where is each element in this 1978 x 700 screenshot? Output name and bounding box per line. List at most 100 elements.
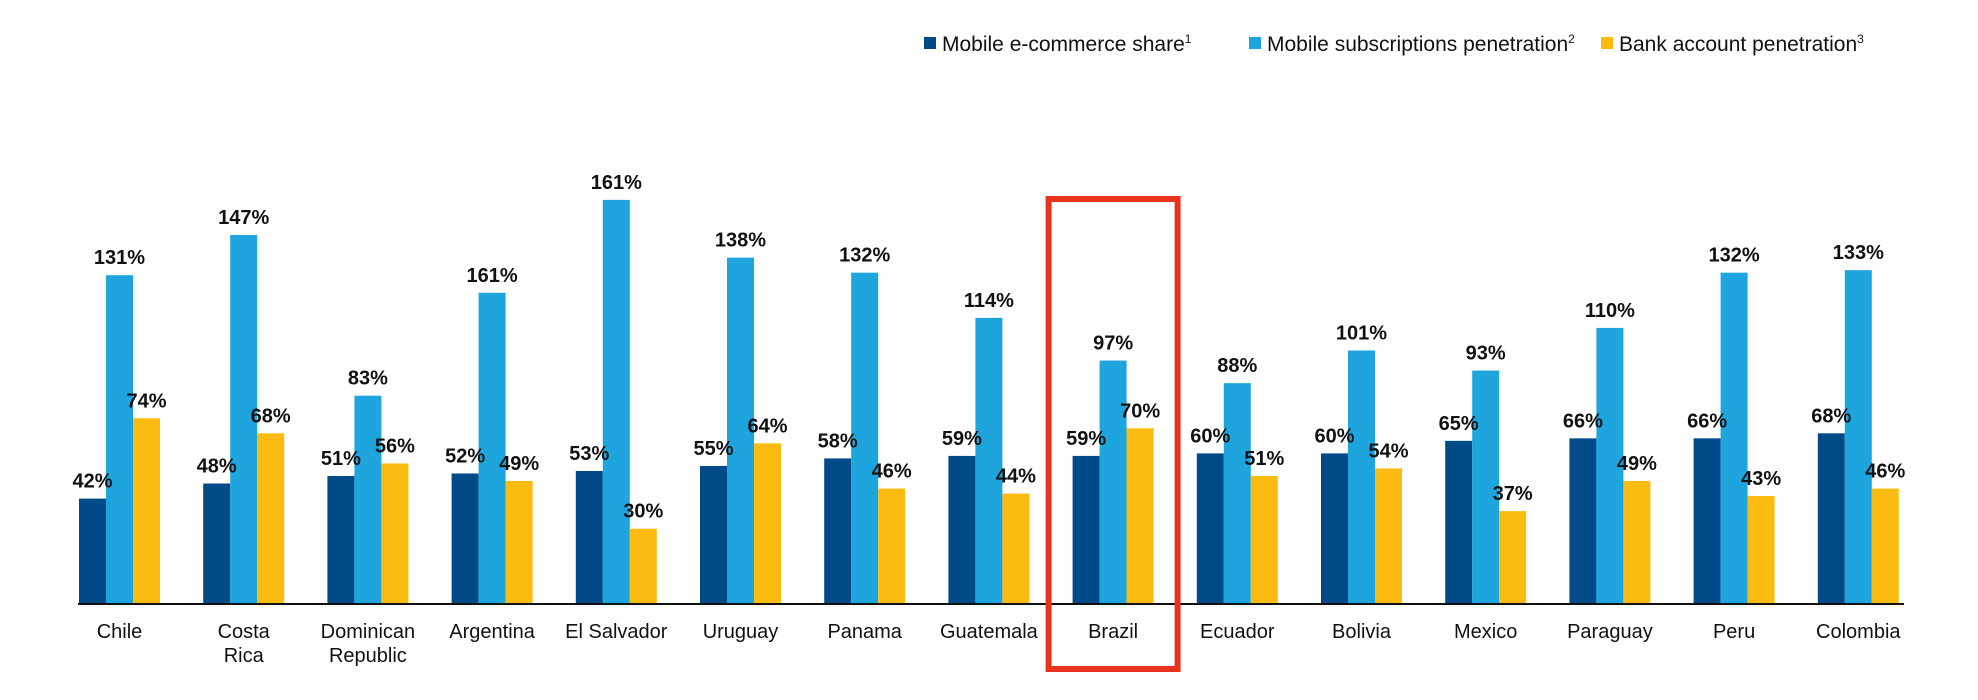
data-label-1-5: 53% — [569, 443, 609, 465]
bar-3-15 — [1871, 488, 1899, 604]
legend-series-name-3: Bank account penetration — [1619, 33, 1857, 56]
category-label-4: Argentina — [449, 621, 535, 643]
category-label-14: Peru — [1713, 621, 1755, 643]
legend: Mobile e-commerce share1 Mobile subscript… — [924, 32, 1864, 56]
data-label-2-1: 131% — [94, 247, 145, 269]
data-label-2-3: 83% — [348, 368, 388, 390]
category-label-6: Uruguay — [703, 621, 779, 643]
bar-3-5 — [629, 528, 657, 604]
category-label-1: Chile — [97, 621, 143, 643]
bar-1-14 — [1693, 438, 1721, 604]
data-label-2-15: 133% — [1833, 242, 1884, 264]
category-label-3-line-1: Dominican — [321, 621, 415, 643]
bar-2-14 — [1720, 272, 1748, 604]
bar-3-6 — [754, 443, 781, 604]
data-labels: 42% 131% 74% 48% 147% 68% 51% 83% 56% 52% 161% 49% 5… — [72, 172, 1905, 523]
bar-3-7 — [878, 488, 906, 604]
category-label-3-line-2: Republic — [329, 645, 407, 667]
data-label-1-13: 66% — [1563, 410, 1603, 432]
legend-series-name-2: Mobile subscriptions penetration — [1267, 33, 1568, 56]
data-label-3-1: 74% — [126, 390, 166, 412]
bar-1-8 — [948, 455, 976, 604]
bar-3-13 — [1623, 481, 1651, 604]
bar-2-15 — [1844, 270, 1872, 604]
data-label-3-15: 46% — [1865, 461, 1905, 483]
data-label-2-4: 161% — [467, 265, 518, 287]
data-label-1-6: 55% — [693, 438, 733, 460]
bar-2-1 — [106, 275, 133, 604]
legend-swatch-1 — [924, 37, 936, 49]
data-label-3-9: 70% — [1120, 400, 1160, 422]
data-label-2-6: 138% — [715, 230, 766, 252]
data-label-2-11: 101% — [1336, 322, 1387, 344]
data-label-1-7: 58% — [818, 430, 858, 452]
category-label-7: Panama — [827, 621, 902, 643]
bar-1-2 — [203, 483, 231, 604]
legend-label-1: Mobile e-commerce share1 — [942, 32, 1192, 56]
data-label-1-2: 48% — [197, 456, 237, 478]
bar-1-3 — [327, 475, 355, 604]
data-label-3-4: 49% — [499, 453, 539, 475]
data-label-2-14: 132% — [1709, 245, 1760, 267]
data-label-1-4: 52% — [445, 445, 485, 467]
category-label-11: Bolivia — [1332, 621, 1392, 643]
data-label-1-3: 51% — [321, 448, 361, 470]
data-label-2-9: 97% — [1093, 333, 1133, 355]
bar-1-1 — [79, 498, 106, 604]
bar-3-4 — [505, 481, 533, 604]
bar-1-13 — [1569, 438, 1597, 604]
category-label-8: Guatemala — [940, 621, 1039, 643]
category-label-9: Brazil — [1088, 621, 1138, 643]
bar-1-12 — [1445, 440, 1473, 604]
data-label-3-3: 56% — [375, 435, 415, 457]
legend-footnote-1: 1 — [1185, 32, 1192, 46]
bar-3-14 — [1747, 496, 1775, 604]
data-label-1-14: 66% — [1687, 410, 1727, 432]
category-label-5: El Salvador — [565, 621, 668, 643]
bar-3-9 — [1126, 428, 1154, 604]
highlight-box — [1045, 196, 1181, 672]
bar-3-12 — [1499, 511, 1527, 604]
bar-2-9 — [1099, 360, 1127, 604]
bar-1-9 — [1072, 455, 1100, 604]
category-label-2-line-1: Costa — [218, 621, 271, 643]
data-label-3-5: 30% — [623, 501, 663, 523]
data-label-2-5: 161% — [591, 172, 642, 194]
bar-2-4 — [478, 292, 506, 604]
legend-footnote-3: 3 — [1857, 32, 1864, 46]
data-label-2-2: 147% — [218, 207, 269, 229]
bar-2-11 — [1348, 350, 1375, 604]
bar-3-11 — [1375, 468, 1402, 604]
bar-2-5 — [602, 199, 630, 604]
bar-2-7 — [851, 272, 879, 604]
bar-1-7 — [824, 458, 852, 604]
data-label-1-9: 59% — [1066, 428, 1106, 450]
bar-2-6 — [727, 257, 754, 604]
bar-3-2 — [257, 433, 285, 604]
legend-swatch-3 — [1601, 37, 1613, 49]
bar-1-6 — [700, 465, 727, 604]
category-label-15: Colombia — [1816, 621, 1901, 643]
category-label-10: Ecuador — [1200, 621, 1275, 643]
bar-2-2 — [230, 235, 258, 604]
data-label-3-2: 68% — [251, 405, 291, 427]
category-label-13: Paraguay — [1567, 621, 1653, 643]
bar-3-1 — [133, 418, 160, 604]
bars — [79, 199, 1899, 604]
data-label-3-10: 51% — [1244, 448, 1284, 470]
category-label-2-line-2: Rica — [224, 645, 265, 667]
data-label-1-15: 68% — [1811, 405, 1851, 427]
data-label-1-12: 65% — [1439, 413, 1479, 435]
bar-2-10 — [1223, 383, 1251, 604]
legend-footnote-2: 2 — [1568, 32, 1575, 46]
data-label-2-8: 114% — [964, 290, 1014, 312]
bar-1-11 — [1321, 453, 1348, 604]
bar-2-3 — [354, 395, 382, 604]
data-label-2-12: 93% — [1466, 343, 1506, 365]
bar-2-13 — [1596, 327, 1624, 604]
category-label-12: Mexico — [1454, 621, 1517, 643]
legend-label-2: Mobile subscriptions penetration2 — [1267, 32, 1575, 56]
data-label-3-12: 37% — [1493, 483, 1533, 505]
